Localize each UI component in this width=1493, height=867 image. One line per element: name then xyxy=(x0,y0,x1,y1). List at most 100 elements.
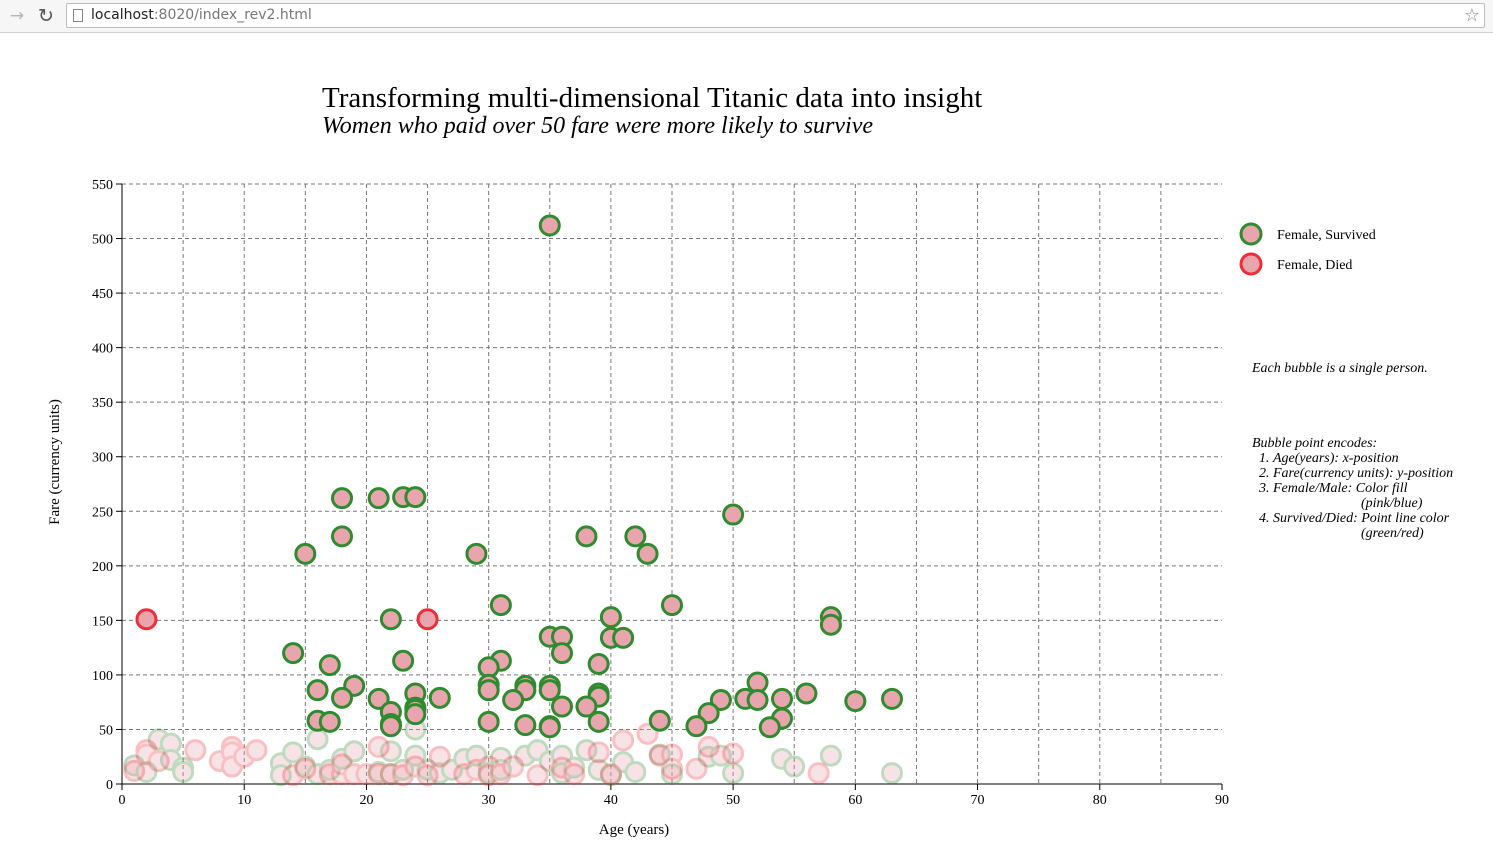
data-point xyxy=(636,542,659,565)
data-point xyxy=(294,542,317,565)
data-point xyxy=(135,761,158,783)
data-point xyxy=(685,757,708,780)
encodings-list: Age(years): x-position Fare(currency uni… xyxy=(1252,451,1453,541)
data-point xyxy=(172,761,195,783)
data-point xyxy=(379,715,402,738)
data-point xyxy=(343,740,366,763)
data-point xyxy=(416,764,439,787)
chart-title: Transforming multi-dimensional Titanic d… xyxy=(322,82,983,114)
data-point xyxy=(551,695,573,718)
y-tick-label: 500 xyxy=(92,233,113,248)
data-point xyxy=(123,759,146,782)
data-point xyxy=(135,739,158,762)
x-axis-label: Age (years) xyxy=(599,822,669,838)
encoding-item-continuation: (pink/blue) xyxy=(1361,496,1423,511)
data-point xyxy=(404,744,427,767)
data-point xyxy=(416,758,439,781)
data-point xyxy=(514,714,537,737)
y-tick-label: 50 xyxy=(99,723,113,738)
reload-button[interactable]: ↻ xyxy=(35,5,57,27)
data-point xyxy=(563,756,586,779)
data-point xyxy=(624,525,647,548)
arrow-left-icon: → xyxy=(9,6,25,26)
data-point xyxy=(599,764,622,787)
data-point xyxy=(551,762,573,785)
data-point xyxy=(709,744,732,767)
data-point xyxy=(159,749,182,771)
data-point xyxy=(465,542,488,565)
x-tick-label: 90 xyxy=(1215,793,1229,808)
x-tick-label: 40 xyxy=(604,793,618,808)
data-point xyxy=(538,716,561,739)
data-point xyxy=(367,735,390,758)
data-point xyxy=(331,487,353,510)
data-point xyxy=(771,687,793,710)
legend: Female, Survived Female, Died xyxy=(1239,222,1376,276)
data-point xyxy=(269,752,292,775)
data-point xyxy=(844,690,867,713)
reload-icon: ↻ xyxy=(38,5,54,27)
data-point xyxy=(477,679,500,702)
data-point xyxy=(147,728,170,751)
y-tick-label: 200 xyxy=(92,560,113,575)
data-point xyxy=(416,608,439,631)
bookmark-star-button[interactable]: ☆ xyxy=(1464,4,1480,27)
data-point xyxy=(648,743,671,766)
data-point xyxy=(489,746,512,769)
url-path: :8020/index_rev2.html xyxy=(153,7,312,23)
data-point xyxy=(331,525,353,548)
data-point xyxy=(221,741,243,764)
data-point xyxy=(306,728,329,751)
axes: 0 50 100 150 200 250 300 350 400 450 500 550 0 10 20 30… xyxy=(92,178,1229,808)
note-each-bubble: Each bubble is a single person. xyxy=(1252,361,1428,376)
data-point xyxy=(648,709,671,732)
data-point xyxy=(587,741,610,764)
data-point xyxy=(465,744,488,767)
y-tick-label: 250 xyxy=(92,505,113,520)
data-point xyxy=(722,762,745,785)
data-point xyxy=(697,745,720,768)
page-icon xyxy=(73,9,83,22)
y-tick-label: 350 xyxy=(92,396,113,411)
data-point xyxy=(282,741,305,764)
data-point xyxy=(722,742,745,765)
encoding-item-text: Survived/Died: Point line color xyxy=(1273,511,1450,526)
legend-marker xyxy=(1239,222,1263,246)
data-point xyxy=(379,740,402,763)
data-point xyxy=(318,654,341,677)
data-point xyxy=(306,679,329,702)
data-point xyxy=(208,750,231,773)
back-button[interactable]: → xyxy=(6,5,28,27)
data-points xyxy=(123,214,903,787)
data-point xyxy=(379,763,402,786)
series-group xyxy=(123,718,903,787)
grid-lines xyxy=(122,183,1222,784)
data-point xyxy=(318,710,341,733)
data-point xyxy=(135,608,158,631)
y-tick-label: 400 xyxy=(92,342,113,357)
chart-subtitle: Women who paid over 50 fare were more li… xyxy=(322,113,873,139)
data-point xyxy=(331,747,353,770)
series-group xyxy=(135,608,439,631)
data-point xyxy=(477,755,500,778)
data-point xyxy=(575,695,598,718)
data-point xyxy=(587,758,610,781)
data-point xyxy=(526,764,549,787)
y-axis-label: Fare (currency units) xyxy=(47,399,63,525)
data-point xyxy=(599,763,622,786)
data-point xyxy=(819,613,842,636)
url-text[interactable]: localhost:8020/index_rev2.html xyxy=(91,7,312,23)
data-point xyxy=(331,763,353,786)
data-point xyxy=(306,763,329,786)
encodings-heading: Bubble point encodes: xyxy=(1252,436,1378,451)
data-point xyxy=(367,761,390,783)
data-point xyxy=(685,715,708,738)
data-point xyxy=(282,764,305,787)
data-point xyxy=(135,743,158,766)
data-point xyxy=(575,739,598,762)
data-point xyxy=(489,594,512,617)
address-bar[interactable]: localhost:8020/index_rev2.html ☆ xyxy=(66,3,1485,28)
data-point xyxy=(453,747,476,770)
legend-label: Female, Survived xyxy=(1277,228,1376,243)
data-point xyxy=(612,626,635,649)
